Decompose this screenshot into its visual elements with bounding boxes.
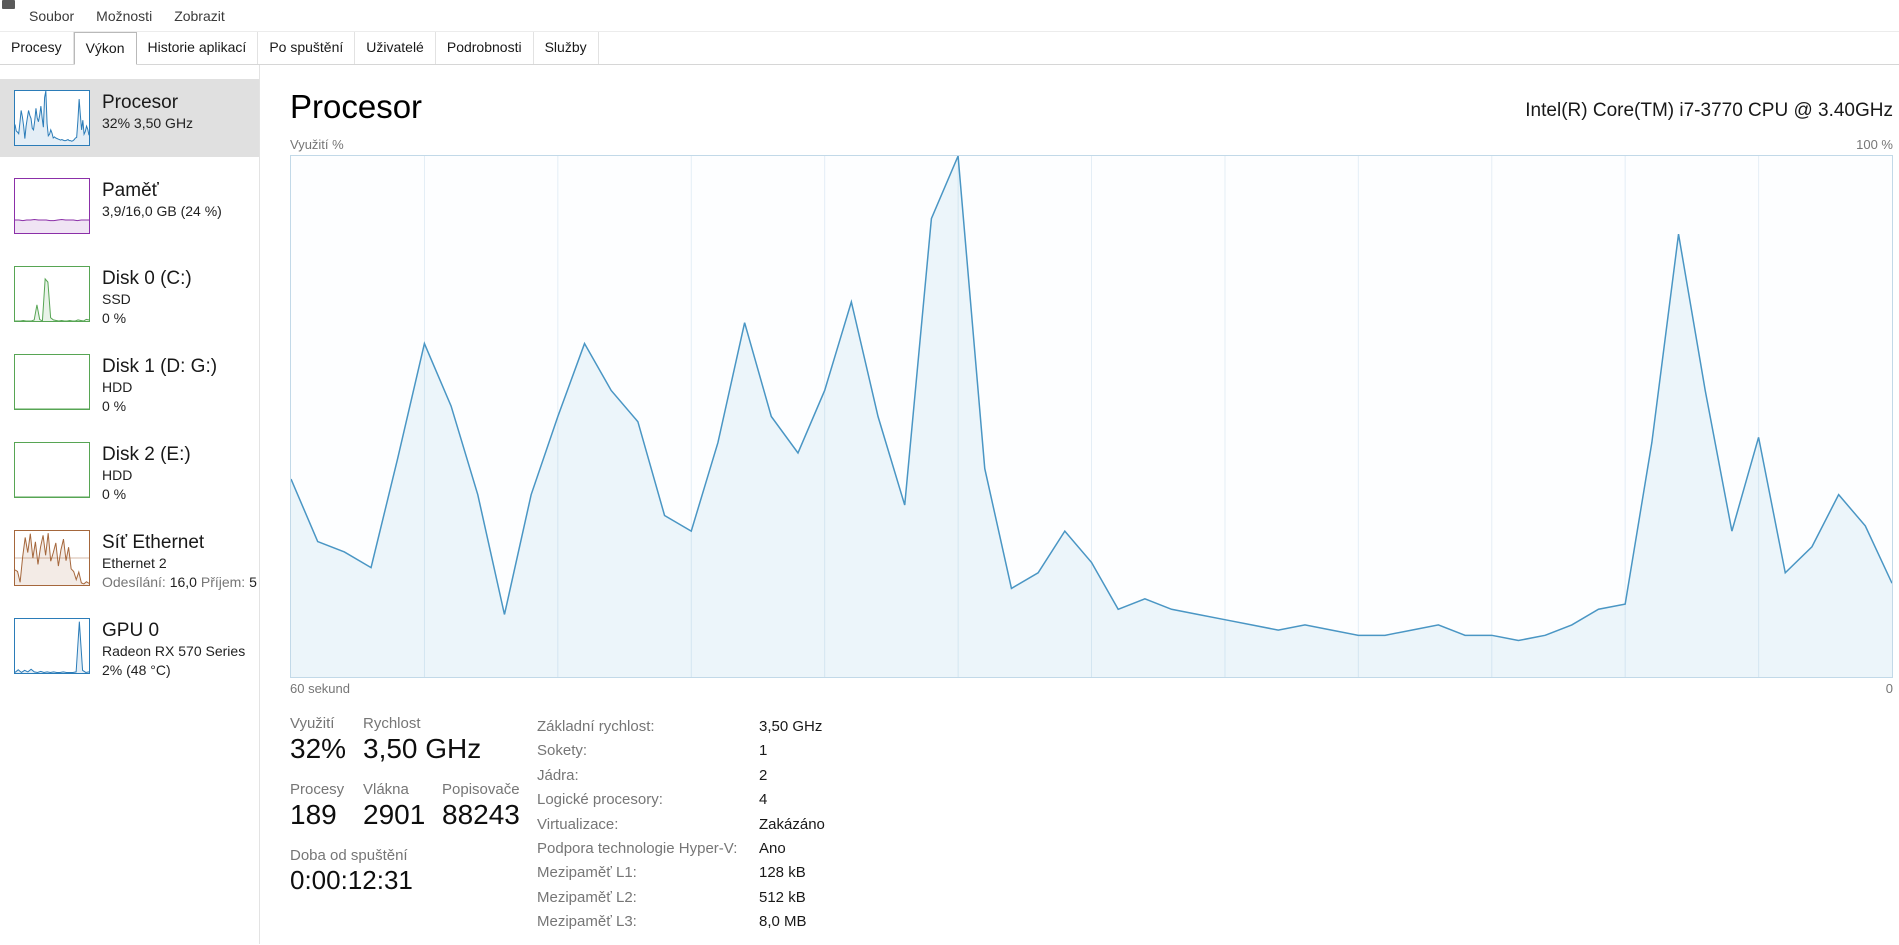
sidebar-item-ethernet[interactable]: Síť Ethernet Ethernet 2 Odesílání: 16,0 … (0, 519, 259, 597)
detail-value: 128 kB (759, 864, 806, 882)
sidebar-item-subtitle: Radeon RX 570 Series (102, 643, 246, 659)
detail-label: Jádra: (537, 766, 579, 784)
detail-value: Zakázáno (759, 815, 825, 833)
menu-item-soubor[interactable]: Soubor (29, 7, 75, 24)
tab-vykon[interactable]: Výkon (73, 32, 137, 65)
performance-sidebar: Procesor 32% 3,50 GHz Paměť 3,9/16,0 GB … (0, 65, 260, 944)
detail-value: 2 (759, 766, 768, 784)
tab-podrobnosti[interactable]: Podrobnosti (436, 32, 534, 64)
sidebar-item-disk2[interactable]: Disk 2 (E:) HDD 0 % (0, 431, 259, 509)
performance-content: Procesor 32% 3,50 GHz Paměť 3,9/16,0 GB … (0, 65, 1899, 944)
recv-rate-label: Příjem: (200, 574, 246, 590)
sidebar-item-subtitle: HDD (102, 379, 133, 395)
app-icon (2, 0, 15, 9)
detail-value: Ano (759, 840, 786, 858)
detail-label: Základní rychlost: (537, 718, 655, 735)
recv-rate-value: 5 (249, 574, 257, 590)
tab-uzivatele[interactable]: Uživatelé (355, 32, 436, 64)
disk2-sparkline-icon (14, 442, 90, 498)
memory-sparkline-icon (14, 178, 90, 234)
sidebar-item-cpu[interactable]: Procesor 32% 3,50 GHz (0, 79, 259, 157)
detail-value: 512 kB (759, 888, 806, 906)
detail-label: Mezipaměť L1: (537, 864, 637, 882)
page-title: Procesor (290, 88, 423, 125)
menu-item-zobrazit[interactable]: Zobrazit (174, 7, 225, 24)
tab-strip: Procesy Výkon Historie aplikací Po spušt… (0, 32, 1899, 65)
detail-label: Mezipaměť L2: (537, 888, 637, 906)
sidebar-item-subtitle2: 0 % (102, 486, 127, 502)
sidebar-item-disk1[interactable]: Disk 1 (D: G:) HDD 0 % (0, 343, 259, 421)
sidebar-item-title: Disk 0 (C:) (102, 268, 192, 289)
tab-procesy[interactable]: Procesy (0, 32, 74, 64)
sidebar-item-title: Disk 2 (E:) (102, 444, 191, 465)
sidebar-item-network-rates: Odesílání: 16,0 Příjem: 5 (102, 573, 257, 592)
chart-x-left-label: 60 sekund (290, 681, 350, 696)
sidebar-item-subtitle: 3,9/16,0 GB (24 %) (102, 203, 222, 219)
detail-label: Logické procesory: (537, 791, 663, 809)
speed-label: Rychlost (363, 715, 421, 732)
sidebar-item-title: Síť Ethernet (102, 532, 205, 553)
menu-item-moznosti[interactable]: Možnosti (96, 7, 153, 24)
detail-label: Virtualizace: (537, 815, 619, 833)
gpu-sparkline-icon (14, 618, 90, 674)
threads-label: Vlákna (363, 781, 409, 798)
threads-value: 2901 (363, 799, 426, 830)
usage-label: Využití (290, 715, 335, 732)
cpu-sparkline-icon (14, 90, 90, 146)
cpu-details-list: Základní rychlost: 3,50 GHz Sokety: 1 Jádr… (537, 715, 825, 935)
disk0-sparkline-icon (14, 266, 90, 322)
cpu-usage-chart (290, 155, 1893, 678)
menu-bar: Soubor Možnosti Zobrazit (0, 0, 1899, 32)
chart-y-max-label: 100 % (1856, 137, 1893, 152)
detail-label: Podpora technologie Hyper-V: (537, 840, 738, 858)
sidebar-item-title: Paměť (102, 180, 159, 201)
sidebar-item-disk0[interactable]: Disk 0 (C:) SSD 0 % (0, 255, 259, 333)
detail-value: 3,50 GHz (759, 718, 823, 735)
cpu-stats: Využití Rychlost 32% 3,50 GHz Procesy Vl… (290, 713, 1893, 945)
sidebar-item-subtitle: HDD (102, 467, 133, 483)
sidebar-item-title: Disk 1 (D: G:) (102, 356, 218, 377)
sidebar-item-title: Procesor (102, 92, 179, 113)
processes-label: Procesy (290, 781, 345, 798)
uptime-value: 0:00:12:31 (290, 865, 413, 895)
detail-value: 8,0 MB (759, 913, 807, 931)
sidebar-item-gpu[interactable]: GPU 0 Radeon RX 570 Series 2% (48 °C) (0, 607, 259, 685)
sidebar-item-subtitle2: 0 % (102, 398, 127, 414)
network-sparkline-icon (14, 530, 90, 586)
detail-value: 4 (759, 791, 768, 809)
uptime-label: Doba od spuštění (290, 847, 408, 864)
processes-value: 189 (290, 799, 337, 830)
sidebar-item-subtitle: SSD (102, 291, 131, 307)
send-rate-value: 16,0 (169, 574, 197, 590)
chart-x-right-label: 0 (1885, 681, 1893, 696)
cpu-model-name: Intel(R) Core(TM) i7-3770 CPU @ 3.40GHz (1525, 100, 1893, 121)
tab-sluzby[interactable]: Služby (534, 32, 599, 64)
chart-y-axis-label: Využití % (290, 137, 344, 152)
detail-label: Mezipaměť L3: (537, 913, 637, 931)
sidebar-item-subtitle2: 2% (48 °C) (102, 662, 171, 678)
disk1-sparkline-icon (14, 354, 90, 410)
sidebar-item-subtitle: 32% 3,50 GHz (102, 115, 194, 131)
sidebar-item-subtitle: Ethernet 2 (102, 555, 167, 571)
handles-value: 88243 (442, 799, 520, 830)
handles-label: Popisovače (442, 781, 520, 798)
usage-value: 32% (290, 733, 347, 764)
tab-po-spusteni[interactable]: Po spuštění (258, 32, 356, 64)
cpu-panel: Procesor Intel(R) Core(TM) i7-3770 CPU @… (260, 65, 1899, 944)
sidebar-item-subtitle2: 0 % (102, 310, 127, 326)
send-rate-label: Odesílání: (102, 574, 166, 590)
speed-value: 3,50 GHz (363, 733, 482, 764)
tab-historie-aplikaci[interactable]: Historie aplikací (137, 32, 259, 64)
detail-label: Sokety: (537, 742, 588, 760)
sidebar-item-title: GPU 0 (102, 620, 160, 641)
sidebar-item-memory[interactable]: Paměť 3,9/16,0 GB (24 %) (0, 167, 259, 245)
detail-value: 1 (759, 742, 768, 760)
